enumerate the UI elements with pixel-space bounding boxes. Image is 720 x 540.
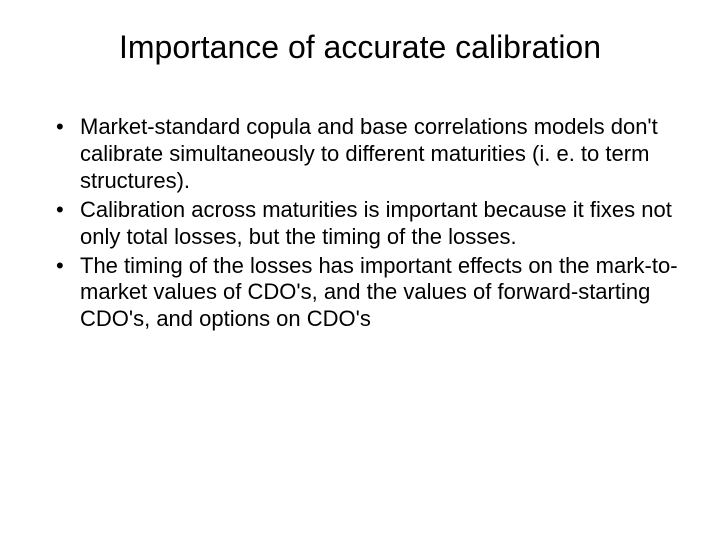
bullet-item: Calibration across maturities is importa… — [52, 197, 680, 251]
bullet-item: The timing of the losses has important e… — [52, 253, 680, 333]
slide-title: Importance of accurate calibration — [40, 28, 680, 66]
bullet-item: Market-standard copula and base correlat… — [52, 114, 680, 194]
bullet-list: Market-standard copula and base correlat… — [40, 114, 680, 333]
slide-container: Importance of accurate calibration Marke… — [0, 0, 720, 540]
